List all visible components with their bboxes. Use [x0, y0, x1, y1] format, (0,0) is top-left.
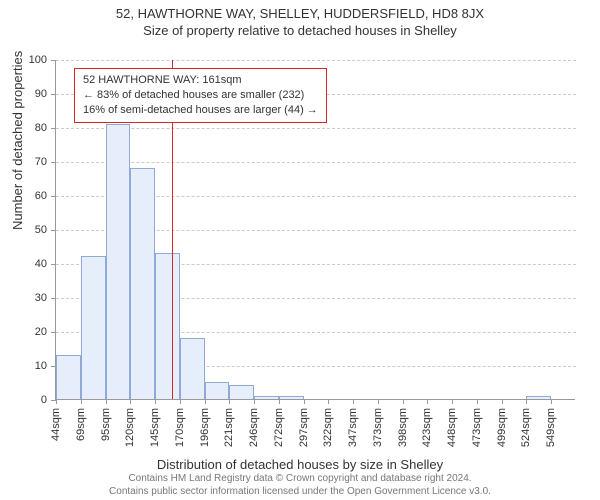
- ytick-mark: [51, 128, 56, 129]
- xtick-label: 347sqm: [347, 408, 359, 447]
- histogram-bar: [229, 385, 254, 399]
- xtick-label: 549sqm: [545, 408, 557, 447]
- histogram-bar: [155, 253, 180, 399]
- ytick-label: 10: [17, 360, 47, 372]
- xtick-label: 246sqm: [248, 408, 260, 447]
- xtick-label: 322sqm: [322, 408, 334, 447]
- xtick-label: 499sqm: [496, 408, 508, 447]
- annotation-box: 52 HAWTHORNE WAY: 161sqm← 83% of detache…: [74, 68, 327, 123]
- ytick-mark: [51, 332, 56, 333]
- histogram-bar: [279, 396, 304, 399]
- xtick-mark: [551, 399, 552, 404]
- histogram-bar: [205, 382, 230, 399]
- ytick-label: 90: [17, 88, 47, 100]
- xtick-label: 196sqm: [199, 408, 211, 447]
- ytick-label: 30: [17, 292, 47, 304]
- xtick-mark: [353, 399, 354, 404]
- ytick-label: 40: [17, 258, 47, 270]
- ytick-mark: [51, 298, 56, 299]
- annotation-line: 52 HAWTHORNE WAY: 161sqm: [83, 73, 318, 88]
- xtick-mark: [81, 399, 82, 404]
- xtick-label: 145sqm: [149, 408, 161, 447]
- xtick-label: 44sqm: [50, 408, 62, 441]
- xtick-label: 473sqm: [471, 408, 483, 447]
- xtick-label: 423sqm: [421, 408, 433, 447]
- histogram-bar: [526, 396, 551, 399]
- plot-area: 010203040506070809010044sqm69sqm95sqm120…: [55, 60, 575, 400]
- xtick-label: 448sqm: [446, 408, 458, 447]
- xtick-label: 373sqm: [372, 408, 384, 447]
- annotation-line: ← 83% of detached houses are smaller (23…: [83, 88, 318, 103]
- footer-line-1: Contains HM Land Registry data © Crown c…: [0, 473, 600, 486]
- xtick-label: 221sqm: [223, 408, 235, 447]
- ytick-label: 0: [17, 394, 47, 406]
- xtick-mark: [452, 399, 453, 404]
- histogram-bar: [130, 168, 155, 399]
- page-title: 52, HAWTHORNE WAY, SHELLEY, HUDDERSFIELD…: [0, 0, 600, 21]
- xtick-mark: [56, 399, 57, 404]
- xtick-mark: [229, 399, 230, 404]
- ytick-label: 100: [17, 54, 47, 66]
- histogram-bar: [180, 338, 205, 399]
- footer-line-2: Contains public sector information licen…: [0, 486, 600, 499]
- xtick-mark: [328, 399, 329, 404]
- chart-area: 010203040506070809010044sqm69sqm95sqm120…: [55, 60, 575, 400]
- x-axis-label: Distribution of detached houses by size …: [0, 457, 600, 472]
- histogram-bar: [106, 124, 131, 399]
- xtick-mark: [155, 399, 156, 404]
- xtick-mark: [378, 399, 379, 404]
- ytick-mark: [51, 230, 56, 231]
- xtick-label: 398sqm: [397, 408, 409, 447]
- xtick-mark: [502, 399, 503, 404]
- xtick-mark: [254, 399, 255, 404]
- ytick-mark: [51, 162, 56, 163]
- ytick-label: 20: [17, 326, 47, 338]
- histogram-bar: [56, 355, 81, 399]
- xtick-mark: [279, 399, 280, 404]
- xtick-mark: [477, 399, 478, 404]
- xtick-mark: [526, 399, 527, 404]
- xtick-label: 524sqm: [520, 408, 532, 447]
- ytick-mark: [51, 196, 56, 197]
- ytick-mark: [51, 94, 56, 95]
- ytick-mark: [51, 60, 56, 61]
- footer: Contains HM Land Registry data © Crown c…: [0, 473, 600, 498]
- histogram-bar: [254, 396, 279, 399]
- xtick-label: 69sqm: [75, 408, 87, 441]
- xtick-label: 95sqm: [100, 408, 112, 441]
- ytick-label: 50: [17, 224, 47, 236]
- xtick-mark: [130, 399, 131, 404]
- annotation-line: 16% of semi-detached houses are larger (…: [83, 103, 318, 118]
- page-subtitle: Size of property relative to detached ho…: [0, 21, 600, 38]
- ytick-label: 70: [17, 156, 47, 168]
- xtick-mark: [205, 399, 206, 404]
- gridline: [56, 162, 576, 163]
- histogram-bar: [81, 256, 106, 399]
- xtick-label: 297sqm: [298, 408, 310, 447]
- ytick-label: 60: [17, 190, 47, 202]
- xtick-label: 272sqm: [273, 408, 285, 447]
- ytick-mark: [51, 264, 56, 265]
- chart-container: 52, HAWTHORNE WAY, SHELLEY, HUDDERSFIELD…: [0, 0, 600, 500]
- xtick-mark: [304, 399, 305, 404]
- y-axis-label: Number of detached properties: [10, 51, 25, 230]
- xtick-mark: [403, 399, 404, 404]
- xtick-label: 120sqm: [124, 408, 136, 447]
- xtick-mark: [106, 399, 107, 404]
- xtick-label: 170sqm: [174, 408, 186, 447]
- ytick-label: 80: [17, 122, 47, 134]
- gridline: [56, 128, 576, 129]
- xtick-mark: [180, 399, 181, 404]
- gridline: [56, 60, 576, 61]
- xtick-mark: [427, 399, 428, 404]
